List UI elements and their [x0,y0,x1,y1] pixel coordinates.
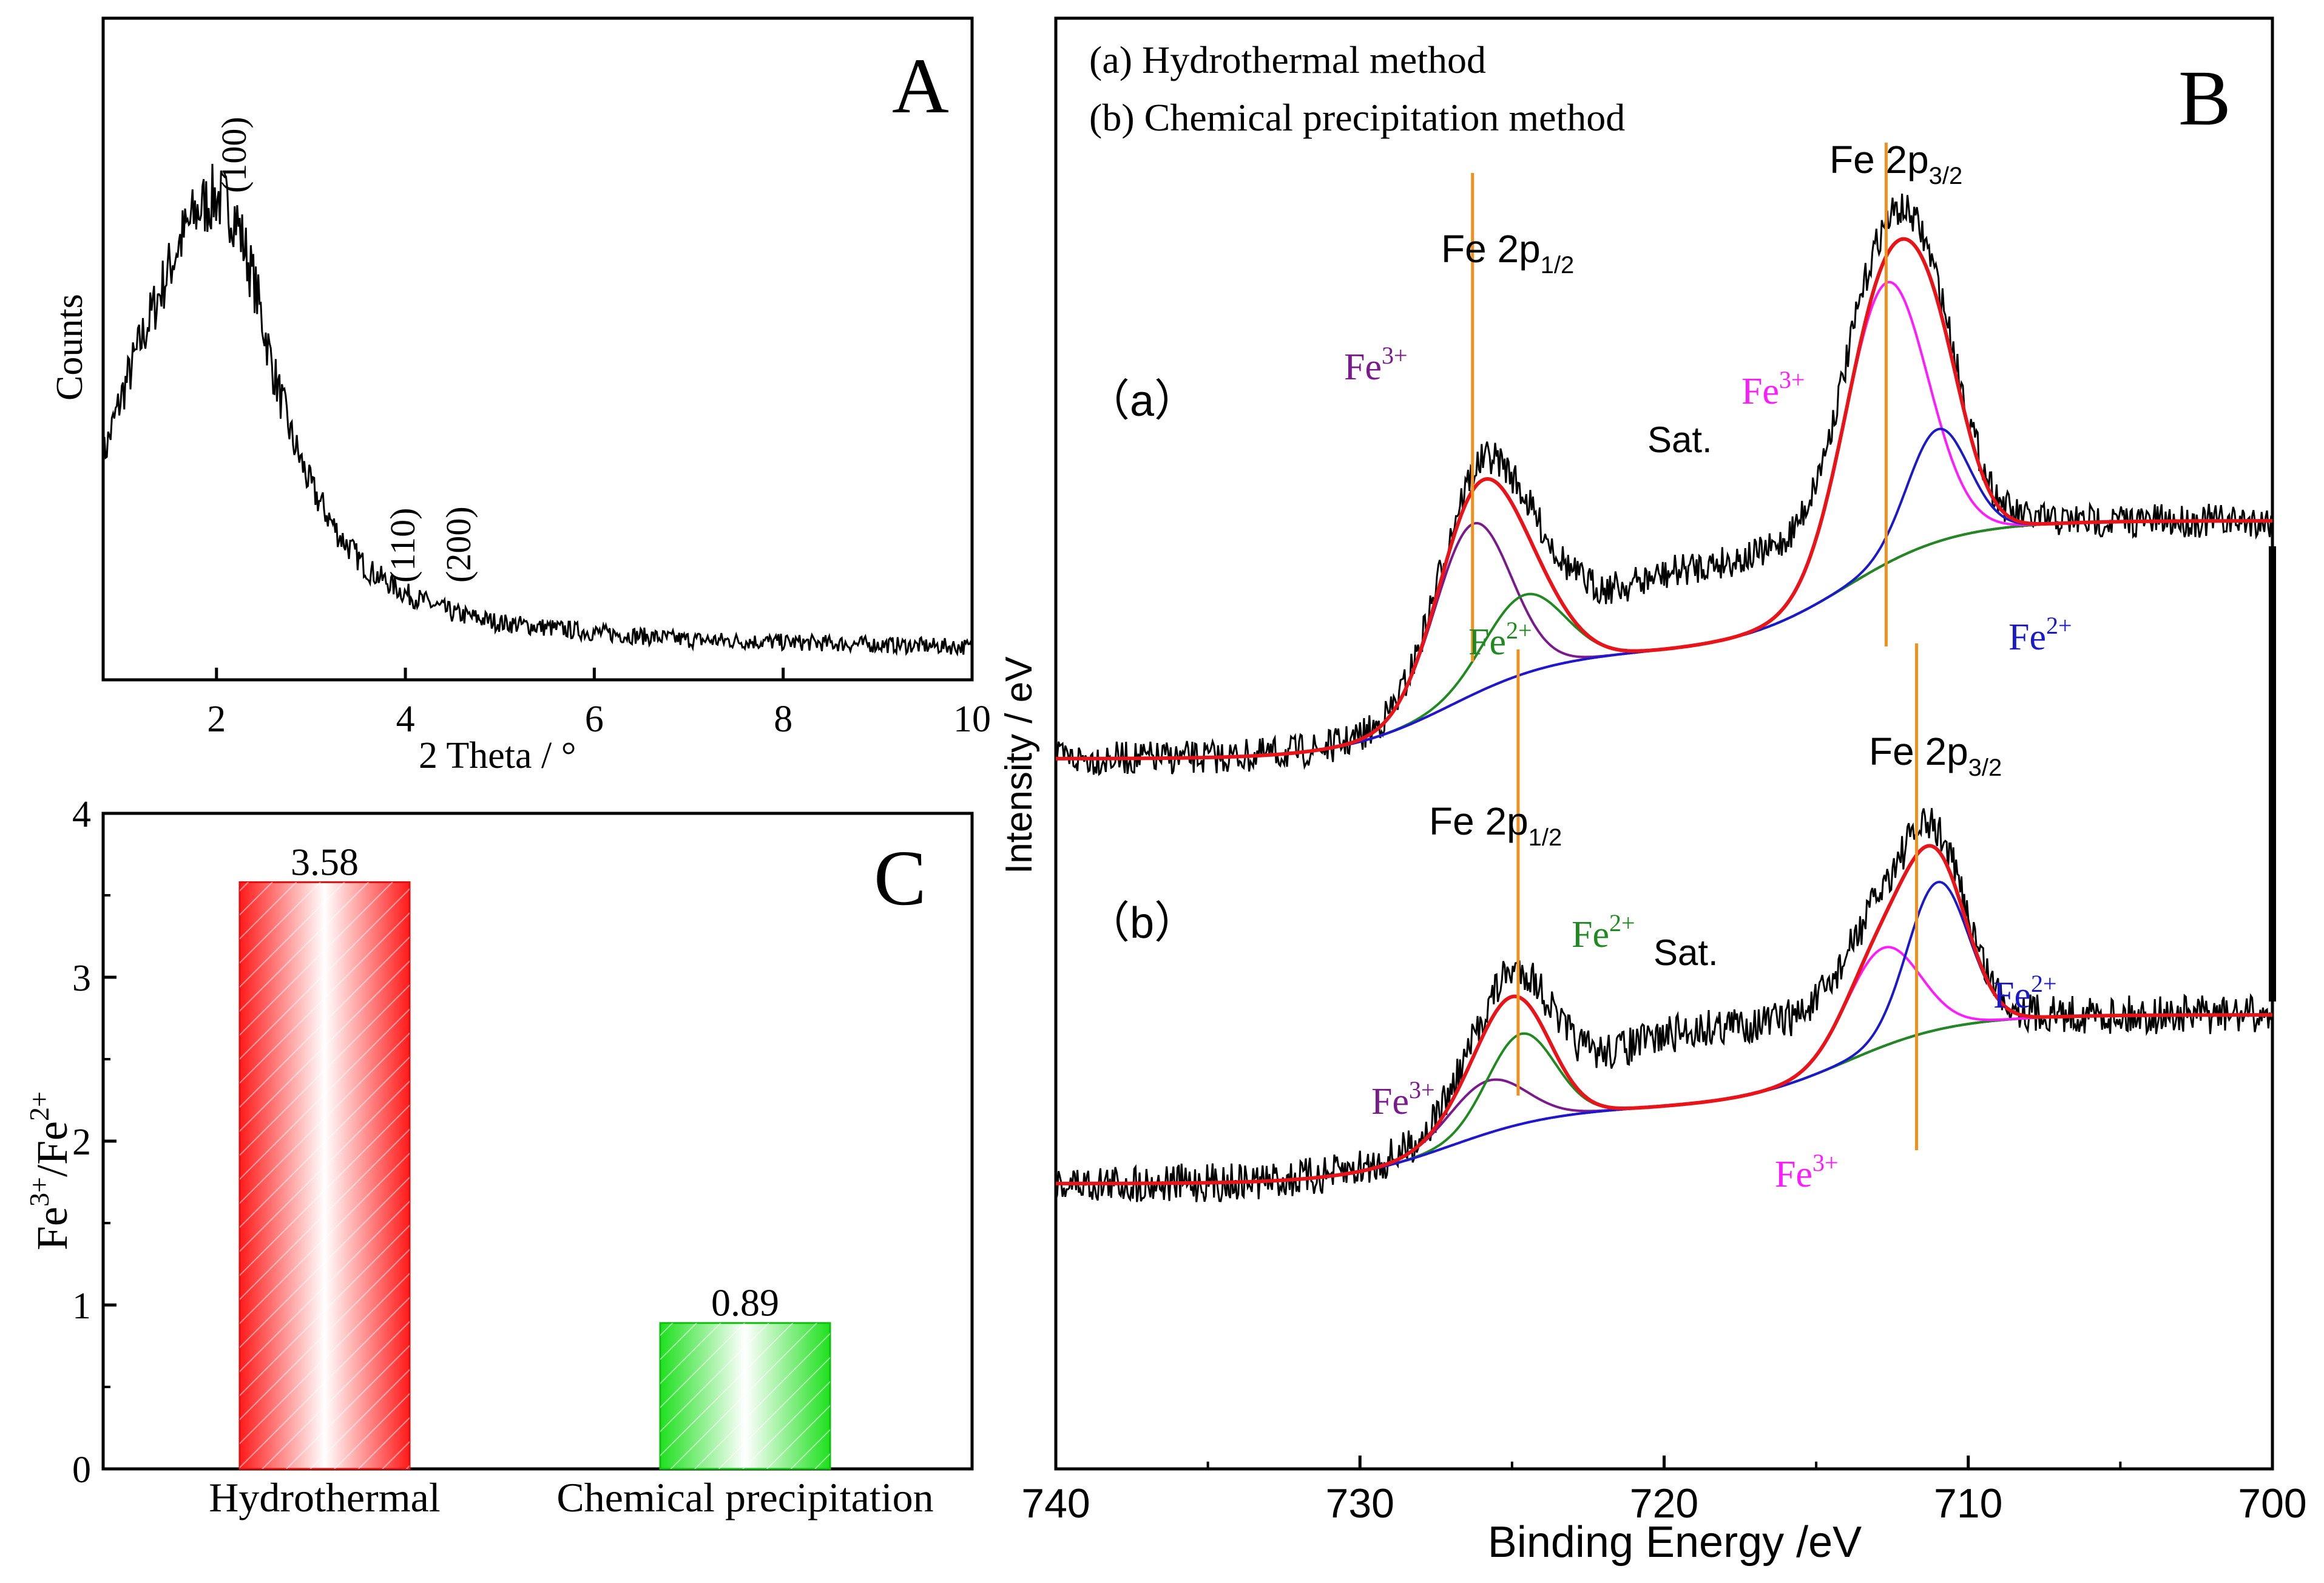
panel-a-xlabel: 2 Theta / ° [419,735,576,776]
panel-c-y-tick-label: 0 [72,1449,91,1491]
panel-b-ylabel: Intensity / eV [998,656,1040,874]
label-b-sat: Sat. [1653,932,1718,973]
xps-envelope-a [1056,237,2272,761]
xps-component-b-2 [1056,946,2272,1185]
label-b-fe2p12: Fe 2p1/2 [1429,799,1562,851]
legend-b: (b) Chemical precipitation method [1089,96,1625,139]
legend-a: (a) Hydrothermal method [1089,38,1486,81]
xps-raw-a [1055,194,2273,776]
panel-b-label: B [2178,55,2231,142]
panel-a-x-tick-label: 8 [774,699,792,740]
xps-component-a-0 [1056,520,2272,760]
panel-b-x-ticks: 740 730 720 710 700 [1021,1456,2307,1527]
panel-c-y-tick-label: 4 [72,794,91,835]
label-b-fe3-p12: Fe3+ [1371,1076,1435,1122]
annotation-200: (200) [439,506,478,583]
panel-b-xlabel: Binding Energy /eV [1488,1518,1862,1567]
annotation-110: (110) [383,508,422,583]
panel-b-x-tick-label: 720 [1630,1480,1698,1527]
annotation-100: (100) [214,117,254,193]
panel-a-frame [101,16,974,682]
panel-c-y-ticks: 0 1 2 3 4 [72,794,117,1491]
xps-background-a [1056,520,2272,760]
panel-c-bar-hatch-0 [240,882,410,1469]
xps-component-a-1 [1056,520,2272,760]
curve-b-label: （b） [1086,899,1198,947]
panel-c-category-chemical-precipitation: Chemical precipitation [556,1474,933,1520]
label-b-fe2p32: Fe 2p3/2 [1869,730,2002,781]
label-a-fe2p32: Fe 2p3/2 [1829,138,1962,189]
panel-c-label: C [874,835,927,922]
panel-b-frame [1054,16,2274,1471]
label-a-fe3-p12: Fe3+ [1344,342,1408,388]
xps-envelope-b [1056,844,2272,1185]
label-a-fe2-p32: Fe2+ [2008,612,2072,658]
label-b-fe2-p12: Fe2+ [1572,909,1635,955]
label-b-fe3-p32: Fe3+ [1775,1149,1839,1195]
xps-raw-b [1055,808,2273,1202]
panel-c-y-tick-label: 3 [72,958,91,999]
panel-b-x-tick-label: 710 [1934,1480,2002,1527]
panel-c-y-tick-label: 2 [72,1122,91,1163]
panel-a-x-tick-label: 6 [585,699,604,740]
panel-c-value-label-1: 0.89 [711,1281,779,1324]
panel-c-category-hydrothermal: Hydrothermal [209,1474,440,1520]
label-a-sat: Sat. [1647,419,1712,460]
panel-c-bars: 3.58 0.89 [238,840,831,1470]
panel-b-x-tick-label: 740 [1021,1480,1090,1527]
panel-a: 2 4 6 8 10 A Counts 2 Theta / ° (100) (110) … [49,16,991,776]
panel-a-x-tick-label: 4 [396,699,415,740]
panel-a-x-tick-label: 2 [207,699,226,740]
curve-a-label: （a） [1086,377,1198,425]
label-a-fe3-p32: Fe3+ [1741,366,1805,412]
panel-c-ylabel: Fe3+/Fe2+ [24,1091,76,1250]
panel-b-curves [1055,143,2273,1202]
label-b-fe2-p32: Fe2+ [1993,970,2057,1016]
label-a-fe2p12: Fe 2p1/2 [1441,227,1574,279]
panel-c-value-label-0: 3.58 [291,840,359,883]
panel-a-x-ticks: 2 4 6 8 10 [207,668,991,740]
panel-b: 740 730 720 710 700 B (a) Hydrothermal metho… [998,16,2307,1567]
panel-a-x-tick-label: 10 [953,699,991,740]
panel-b-x-tick-label: 730 [1326,1480,1394,1527]
label-a-fe2-p12: Fe2+ [1468,617,1532,663]
panel-a-label: A [892,42,949,130]
panel-c-bar-hatch-1 [660,1323,830,1469]
panel-a-ylabel: Counts [49,294,90,401]
panel-a-curve [102,163,973,657]
panel-c-y-tick-label: 1 [72,1286,91,1327]
panel-b-x-tick-label: 700 [2238,1480,2306,1527]
panel-c-frame [101,812,974,1471]
xps-component-a-3 [1056,427,2272,760]
